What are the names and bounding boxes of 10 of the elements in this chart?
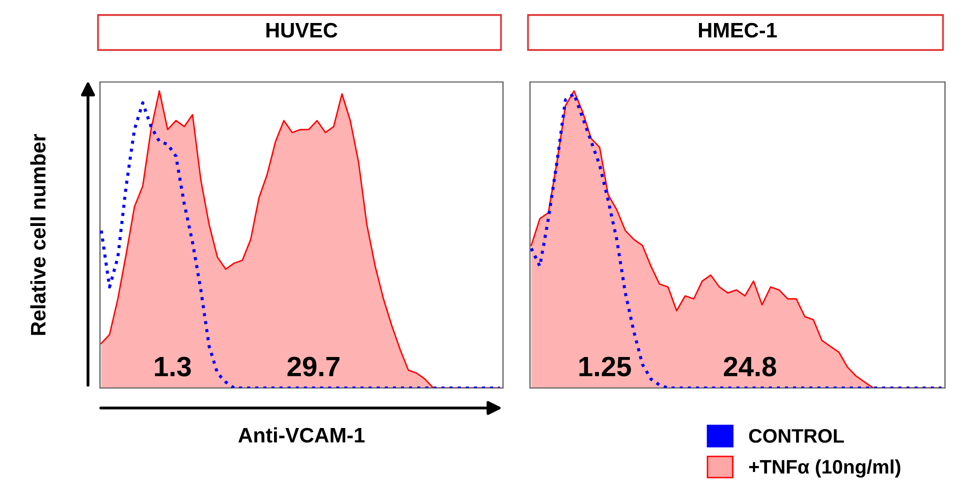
chart-title: HMEC-1 [698, 22, 777, 38]
annotation: 29.7 [288, 356, 340, 376]
chart-title: HUVEC [266, 22, 338, 38]
legend-label: +TNFα (10ng/ml) [749, 459, 900, 478]
legend-label: CONTROL [749, 429, 844, 443]
x-axis-title: Anti-VCAM-1 [238, 427, 365, 443]
annotation: 24.8 [724, 356, 776, 376]
y-axis-title: Relative cell number [30, 134, 46, 335]
annotation: 1.3 [154, 356, 191, 376]
annotation: 1.25 [579, 356, 631, 376]
